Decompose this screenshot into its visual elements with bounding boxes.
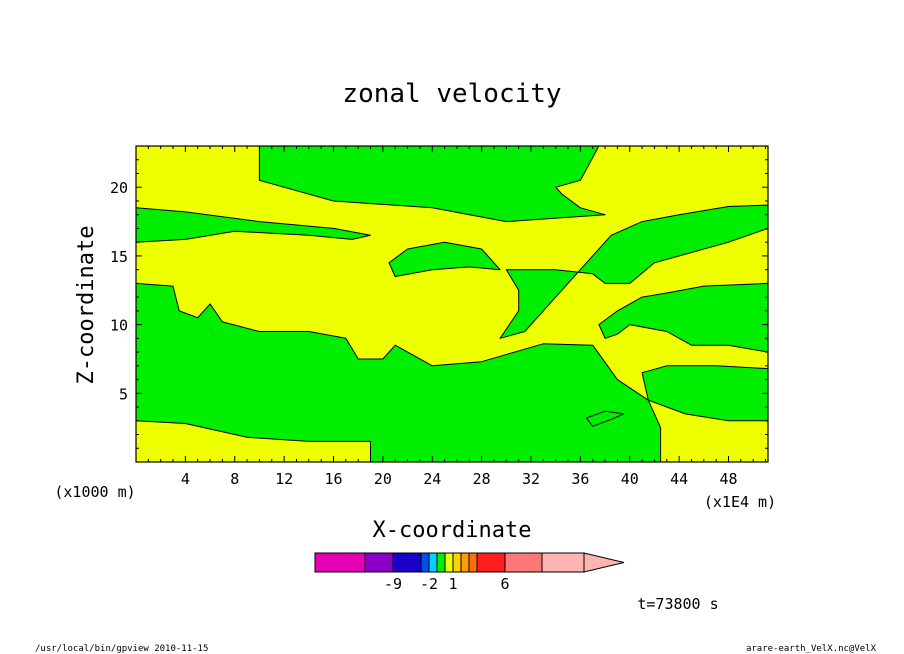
y-tick-label: 5: [119, 385, 128, 403]
contour-region-6: [598, 282, 769, 353]
contour-region-2: [135, 207, 371, 243]
contour-region-8: [586, 410, 625, 427]
chart-title: zonal velocity: [342, 79, 561, 109]
footer-left: /usr/local/bin/gpview 2010-11-15: [35, 644, 208, 654]
contour-region-5: [499, 204, 769, 339]
x-tick-label: 20: [374, 470, 392, 488]
contour-region-4: [135, 282, 662, 463]
x-tick-label: 12: [275, 470, 293, 488]
footer-right: arare-earth_VelX.nc@VelX: [746, 644, 877, 654]
contour-plot: [135, 145, 769, 463]
colorbar-segment: [460, 552, 470, 573]
colorbar: -9 -2 1 6: [314, 552, 625, 593]
time-label: t=73800 s: [637, 595, 718, 613]
plot-frame: [135, 145, 769, 463]
colorbar-label: 1: [448, 575, 457, 593]
x-axis-label: X-coordinate: [373, 518, 532, 543]
y-axis: 5 10 15 20: [110, 159, 768, 449]
x-tick-label: 28: [473, 470, 491, 488]
x-tick-label: 32: [522, 470, 540, 488]
colorbar-segment: [364, 552, 394, 573]
colorbar-segment: [444, 552, 454, 573]
x-tick-label: 24: [423, 470, 441, 488]
y-unit-note: (x1000 m): [54, 483, 135, 501]
x-axis: 4 8 12 16 20 24 28 32 36 40 44 48: [147, 146, 767, 488]
colorbar-segment: [504, 552, 543, 573]
colorbar-label: -9: [384, 575, 402, 593]
y-tick-label: 10: [110, 317, 128, 335]
colorbar-label: -2: [420, 575, 438, 593]
x-tick-label: 40: [621, 470, 639, 488]
colorbar-segment: [468, 552, 478, 573]
contour-region-3: [388, 241, 501, 277]
colorbar-segment: [452, 552, 462, 573]
x-tick-label: 16: [324, 470, 342, 488]
colorbar-segment: [476, 552, 506, 573]
y-axis-label: Z-coordinate: [74, 226, 99, 385]
contour-region-1: [258, 145, 606, 223]
colorbar-segment: [428, 552, 438, 573]
x-tick-label: 36: [571, 470, 589, 488]
y-tick-label: 20: [110, 179, 128, 197]
colorbar-segment: [541, 552, 585, 573]
x-unit-note: (x1E4 m): [704, 493, 776, 511]
colorbar-segment: [392, 552, 422, 573]
x-tick-label: 8: [230, 470, 239, 488]
colorbar-segment: [420, 552, 430, 573]
colorbar-segment: [314, 552, 366, 573]
x-tick-label: 44: [670, 470, 688, 488]
colorbar-label: 6: [500, 575, 509, 593]
x-tick-label: 4: [181, 470, 190, 488]
colorbar-arrow: [583, 552, 625, 573]
x-tick-label: 48: [719, 470, 737, 488]
y-tick-label: 15: [110, 248, 128, 266]
colorbar-segment: [436, 552, 446, 573]
